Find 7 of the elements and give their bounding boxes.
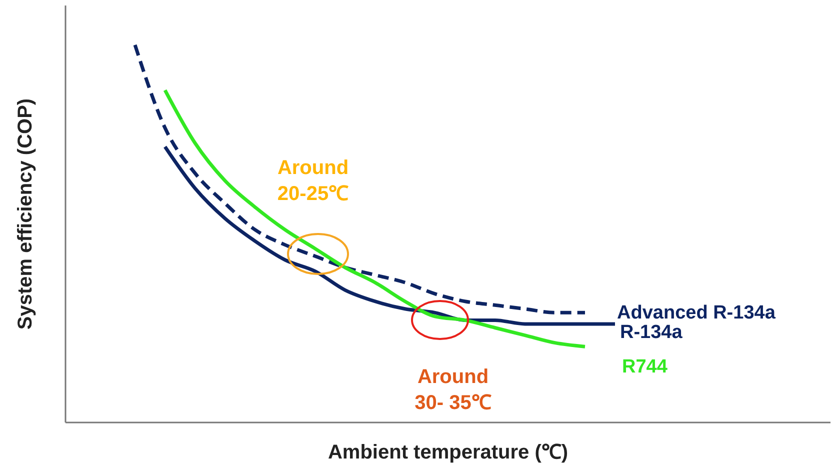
y-axis-title: System efficiency (COP) <box>14 98 36 330</box>
annotation: Around 30- 35℃ <box>414 366 492 414</box>
series-label: Advanced R-134a <box>617 302 776 324</box>
annotation: Around 20-25℃ <box>277 157 349 205</box>
text: R744 <box>622 356 668 378</box>
x-axis-title: Ambient temperature (℃) <box>328 442 568 464</box>
series-label: R-134a <box>620 322 683 343</box>
